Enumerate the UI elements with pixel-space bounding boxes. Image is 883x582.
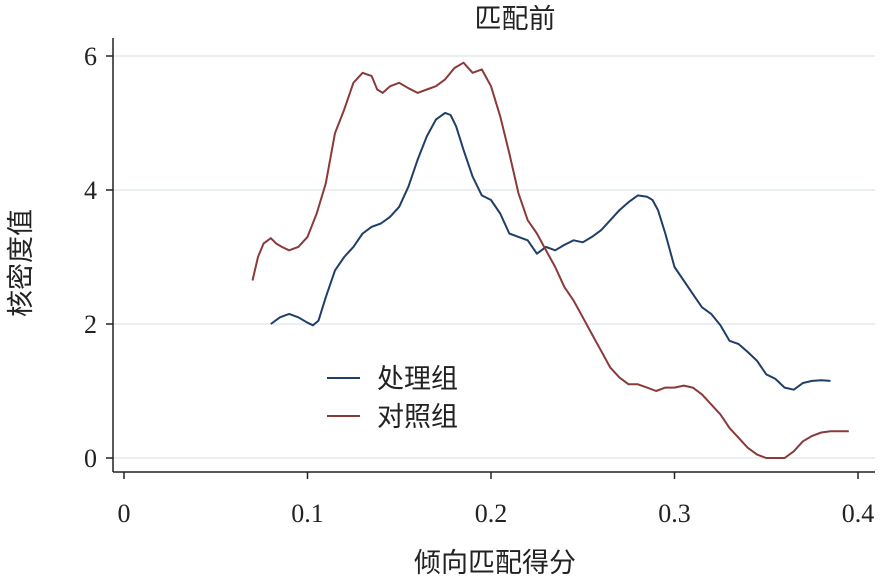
legend-label-1: 处理组 xyxy=(377,364,458,395)
x-tick-label: 0 xyxy=(118,499,131,528)
y-tick-label: 6 xyxy=(84,42,97,71)
chart-title: 匹配前 xyxy=(475,4,556,35)
series-line-1 xyxy=(270,111,831,391)
y-tick-label: 4 xyxy=(84,176,97,205)
axes: 0 2 4 6 0 0.1 0.2 0.3 0.4 xyxy=(84,38,875,528)
series-line-2 xyxy=(251,61,849,459)
y-axis-title: 核密度值 xyxy=(6,209,37,317)
legend-label-2: 对照组 xyxy=(377,402,458,433)
y-tick-label: 2 xyxy=(84,310,97,339)
x-tick-label: 0.4 xyxy=(842,499,875,528)
y-tick-label: 0 xyxy=(84,444,97,473)
x-tick-label: 0.3 xyxy=(658,499,691,528)
series-lines xyxy=(251,61,849,459)
grid-lines xyxy=(113,55,875,459)
x-tick-label: 0.2 xyxy=(475,499,508,528)
x-tick-label: 0.1 xyxy=(291,499,324,528)
x-axis-title: 倾向匹配得分 xyxy=(414,548,576,579)
